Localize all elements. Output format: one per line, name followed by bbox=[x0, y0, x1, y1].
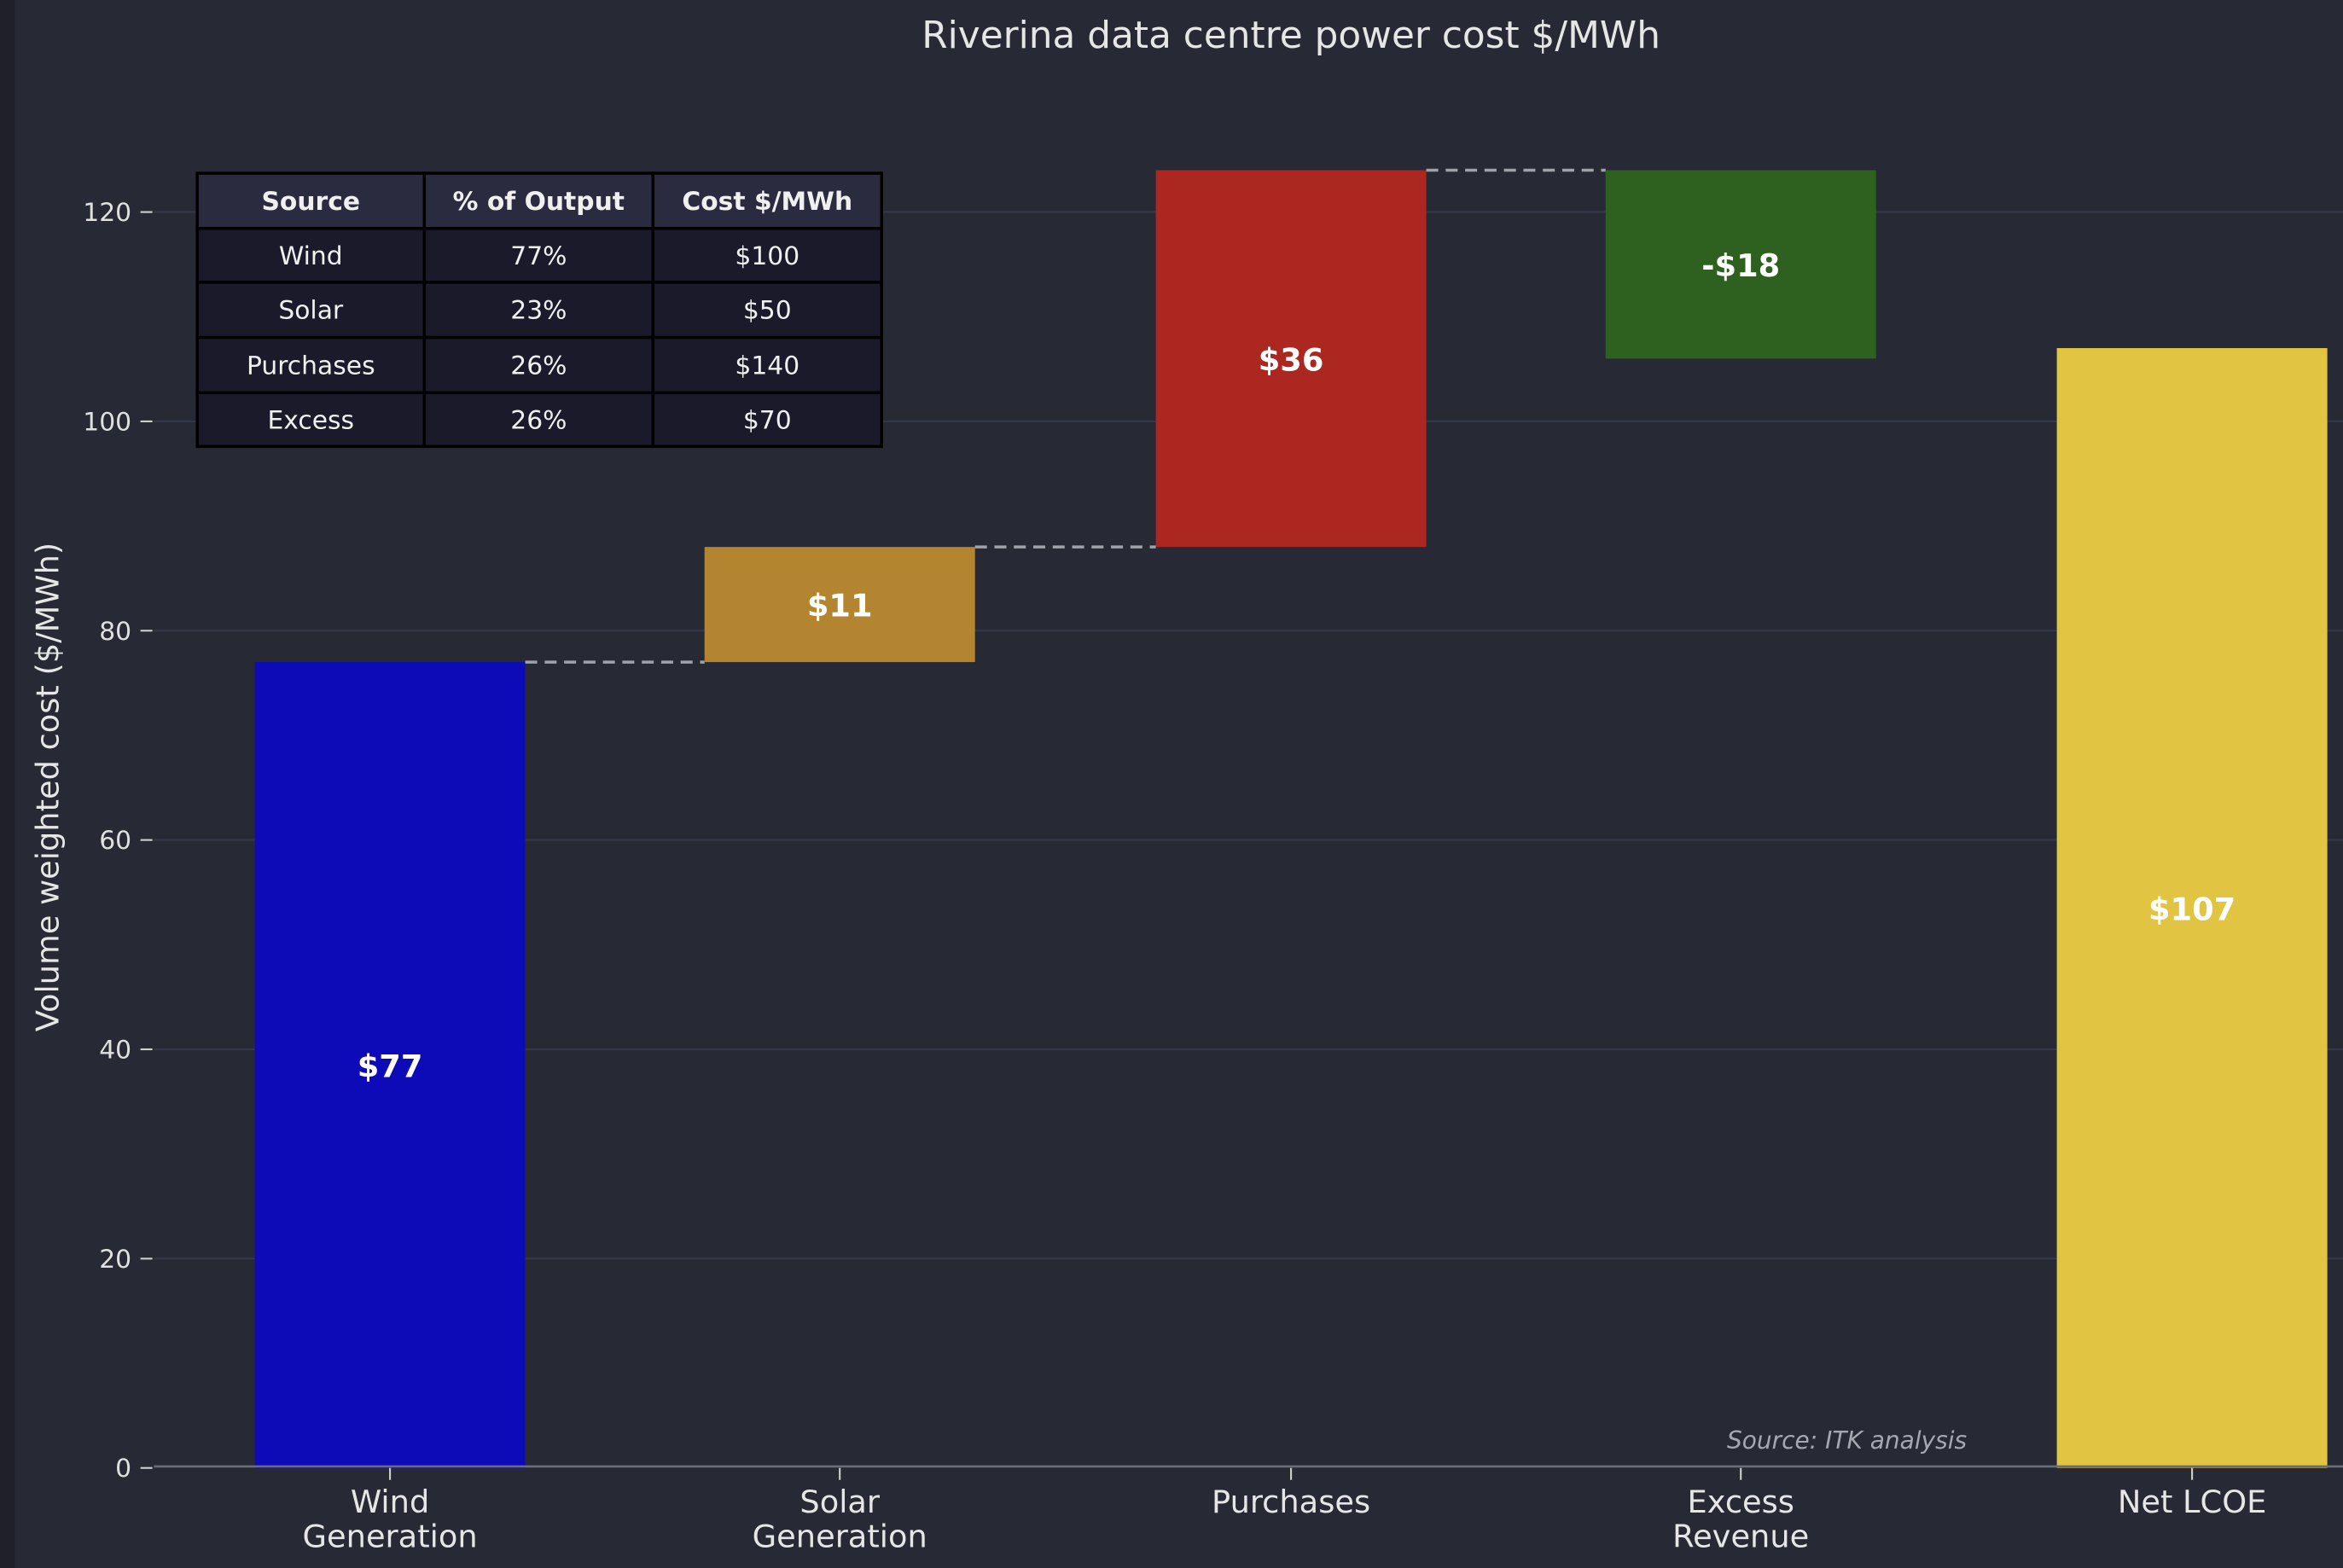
bar bbox=[254, 662, 526, 1468]
table-cell bbox=[422, 227, 655, 284]
bar bbox=[1155, 170, 1427, 548]
y-axis-label: Volume weighted cost ($/MWh) bbox=[29, 543, 66, 1031]
y-tick-label: 20 bbox=[99, 1245, 131, 1275]
x-tick-label: Wind Generation bbox=[303, 1484, 478, 1554]
table-header-cell bbox=[651, 171, 884, 230]
x-tick-label: Solar Generation bbox=[753, 1484, 927, 1554]
table-cell-text: $140 bbox=[735, 351, 799, 381]
table-header-cell bbox=[195, 171, 427, 230]
x-tick-label-line: Revenue bbox=[1672, 1519, 1809, 1555]
y-tick-label: 80 bbox=[99, 617, 131, 647]
table-cell-text: Purchases bbox=[247, 351, 375, 381]
bar bbox=[1605, 170, 1876, 359]
x-tick-label: Net LCOE bbox=[2118, 1484, 2267, 1520]
x-tick-label: Purchases bbox=[1212, 1484, 1370, 1520]
bar-value-label: $11 bbox=[807, 588, 873, 624]
table-cell-text: 23% bbox=[510, 296, 567, 326]
table-cell-text: 26% bbox=[510, 405, 567, 435]
table-cell-text: Wind bbox=[279, 241, 343, 271]
y-tick-label: 0 bbox=[115, 1454, 131, 1484]
x-tick-label-line: Solar bbox=[799, 1484, 881, 1520]
table-cell bbox=[195, 227, 427, 284]
table-cell bbox=[651, 281, 884, 340]
table-cell-text: Solar bbox=[278, 296, 344, 326]
x-tick-label-line: Purchases bbox=[1212, 1484, 1370, 1520]
table-cell-text: 77% bbox=[510, 241, 567, 271]
y-tick-label: 40 bbox=[99, 1036, 131, 1066]
x-tick-label-line: Net LCOE bbox=[2118, 1484, 2267, 1520]
x-tick-label: Excess Revenue bbox=[1672, 1484, 1809, 1554]
x-tick-label-line: Excess bbox=[1688, 1484, 1794, 1520]
bar bbox=[2056, 348, 2328, 1468]
table-header-text: Cost $/MWh bbox=[682, 187, 852, 217]
y-tick-label: 120 bbox=[83, 198, 131, 228]
bars: $77 $11 $36 -$18 $107 bbox=[254, 170, 2328, 1468]
table-header-cell bbox=[422, 171, 655, 230]
table-cell-text: $50 bbox=[743, 296, 792, 326]
bar-value-label: $77 bbox=[358, 1048, 423, 1084]
y-axis-ticks: 0 20 40 60 80 100 120 bbox=[83, 198, 153, 1484]
source-annotation: Source: ITK analysis bbox=[1727, 1426, 1967, 1455]
table-header-text: Source bbox=[261, 187, 360, 217]
bar-value-label: -$18 bbox=[1701, 247, 1780, 284]
x-tick-label-line: Generation bbox=[753, 1519, 927, 1555]
table-cell-text: Excess bbox=[267, 405, 354, 435]
x-tick-label-line: Generation bbox=[303, 1519, 478, 1555]
table-cell bbox=[651, 391, 884, 449]
chart-title: Riverina data centre power cost $/MWh bbox=[922, 14, 1660, 57]
table-cell bbox=[195, 391, 427, 449]
table-cell-text: $100 bbox=[735, 241, 799, 271]
table-header-text: % of Output bbox=[453, 187, 625, 217]
left-edge-strip bbox=[0, 0, 15, 1568]
x-tick-label-line: Wind bbox=[351, 1484, 429, 1520]
table-cell-text: $70 bbox=[743, 405, 792, 435]
y-tick-label: 60 bbox=[99, 826, 131, 856]
table-cell bbox=[422, 281, 655, 340]
bar bbox=[704, 547, 975, 663]
y-tick-label: 100 bbox=[83, 407, 131, 437]
table-cell bbox=[651, 335, 884, 395]
table-cell bbox=[422, 335, 655, 395]
table-cell bbox=[422, 391, 655, 449]
data-table: Source % of Output Cost $/MWh Wind 77% $100 So… bbox=[195, 171, 884, 449]
bar-value-label: $36 bbox=[1259, 341, 1324, 378]
table-cell-text: 26% bbox=[510, 351, 567, 381]
bar-value-label: $107 bbox=[2148, 891, 2235, 927]
